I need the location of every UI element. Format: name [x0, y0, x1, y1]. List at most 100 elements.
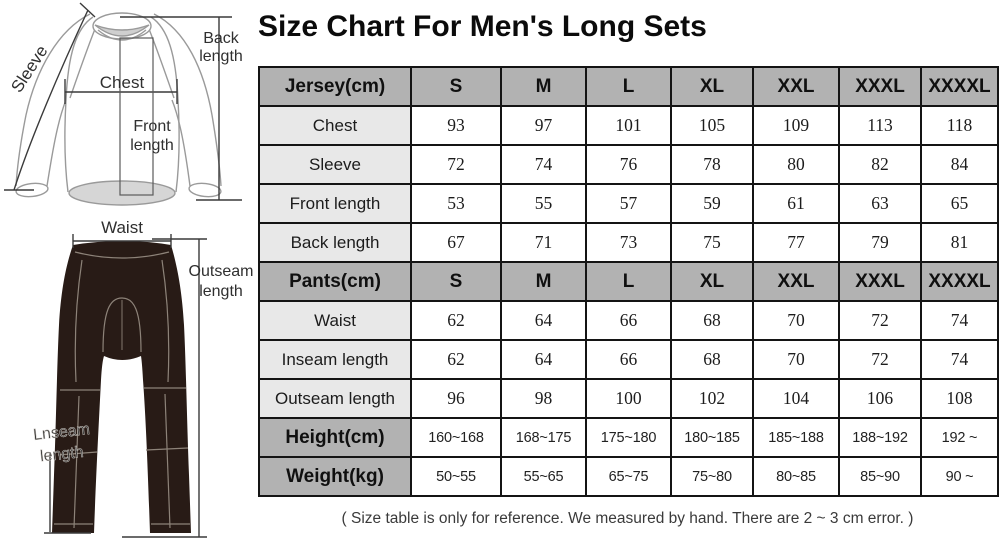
size-value-cell: 82: [838, 144, 922, 185]
section-header-label: Height(cm): [258, 417, 412, 458]
back-length-label-line2: length: [199, 48, 243, 65]
size-chart-content: Size Chart For Men's Long Sets Jersey(cm…: [258, 0, 1000, 528]
size-value-cell: 102: [670, 378, 754, 419]
size-value-cell: 65: [920, 183, 999, 224]
table-row: Inseam length 62 64 66 68 70 72 74: [258, 339, 999, 380]
size-value-cell: 66: [585, 300, 672, 341]
size-value-cell: 81: [920, 222, 999, 263]
table-row: Chest 93 97 101 105 109 113 118: [258, 105, 999, 146]
pants-measurement-lines: [44, 234, 207, 538]
size-value-cell: 76: [585, 144, 672, 185]
size-value-cell: 80: [752, 144, 840, 185]
size-value-cell: 106: [838, 378, 922, 419]
waist-label: Waist: [101, 218, 143, 237]
size-column-header: XL: [670, 66, 754, 107]
row-label: Chest: [258, 105, 412, 146]
table-row: Back length 67 71 73 75 77 79 81: [258, 222, 999, 263]
size-value-cell: 74: [920, 300, 999, 341]
jersey-outline-drawing: [15, 12, 222, 206]
size-column-header: L: [585, 66, 672, 107]
table-row: Outseam length 96 98 100 102 104 106 108: [258, 378, 999, 419]
size-value-cell: 185~188: [752, 417, 840, 458]
size-value-cell: 109: [752, 105, 840, 146]
size-value-cell: 100: [585, 378, 672, 419]
size-value-cell: 74: [500, 144, 587, 185]
size-value-cell: 118: [920, 105, 999, 146]
size-value-cell: 70: [752, 339, 840, 380]
jersey-measurement-lines: [4, 2, 242, 201]
measurement-diagram: Sleeve Back length Chest Front length Wa…: [0, 0, 258, 560]
size-value-cell: 59: [670, 183, 754, 224]
table-row: Jersey(cm) S M L XL XXL XXXL XXXXL: [258, 66, 999, 107]
section-header-label: Pants(cm): [258, 261, 412, 302]
size-value-cell: 61: [752, 183, 840, 224]
size-column-header: M: [500, 66, 587, 107]
size-value-cell: 64: [500, 339, 587, 380]
row-label: Back length: [258, 222, 412, 263]
size-value-cell: 55: [500, 183, 587, 224]
size-column-header: S: [410, 66, 502, 107]
back-length-label-line1: Back: [203, 30, 240, 47]
row-label: Waist: [258, 300, 412, 341]
table-row: Weight(kg) 50~55 55~65 65~75 75~80 80~85 85~90…: [258, 456, 999, 497]
size-value-cell: 96: [410, 378, 502, 419]
size-value-cell: 84: [920, 144, 999, 185]
apparel-measurement-illustration: Sleeve Back length Chest Front length Wa…: [4, 2, 253, 538]
size-value-cell: 75: [670, 222, 754, 263]
size-value-cell: 62: [410, 300, 502, 341]
size-table: Jersey(cm) S M L XL XXL XXXL XXXXL Chest 93 97 101 1…: [258, 66, 999, 497]
size-value-cell: 98: [500, 378, 587, 419]
front-length-measure-box: [119, 37, 154, 196]
size-value-cell: 63: [838, 183, 922, 224]
size-value-cell: 66: [585, 339, 672, 380]
size-value-cell: 75~80: [670, 456, 754, 497]
sleeve-measure-line: [13, 9, 89, 191]
size-value-cell: 85~90: [838, 456, 922, 497]
size-value-cell: 50~55: [410, 456, 502, 497]
page-title: Size Chart For Men's Long Sets: [258, 10, 707, 43]
inseam-label-line2: length: [39, 444, 84, 465]
size-value-cell: 160~168: [410, 417, 502, 458]
table-row: Pants(cm) S M L XL XXL XXXL XXXXL: [258, 261, 999, 302]
size-value-cell: 168~175: [500, 417, 587, 458]
size-value-cell: 67: [410, 222, 502, 263]
size-value-cell: 79: [838, 222, 922, 263]
table-row: Sleeve 72 74 76 78 80 82 84: [258, 144, 999, 185]
size-value-cell: 101: [585, 105, 672, 146]
size-value-cell: 55~65: [500, 456, 587, 497]
size-value-cell: 53: [410, 183, 502, 224]
size-column-header: S: [410, 261, 502, 302]
size-column-header: XL: [670, 261, 754, 302]
size-value-cell: 57: [585, 183, 672, 224]
size-value-cell: 70: [752, 300, 840, 341]
size-value-cell: 97: [500, 105, 587, 146]
table-row: Height(cm) 160~168 168~175 175~180 180~185 18…: [258, 417, 999, 458]
size-column-header: M: [500, 261, 587, 302]
size-value-cell: 71: [500, 222, 587, 263]
size-value-cell: 72: [838, 300, 922, 341]
pants-silhouette: [52, 241, 191, 533]
size-value-cell: 188~192: [838, 417, 922, 458]
chest-label: Chest: [100, 73, 145, 92]
size-column-header: XXXXL: [920, 261, 999, 302]
size-value-cell: 74: [920, 339, 999, 380]
size-value-cell: 180~185: [670, 417, 754, 458]
section-header-label: Weight(kg): [258, 456, 412, 497]
size-value-cell: 62: [410, 339, 502, 380]
size-value-cell: 72: [838, 339, 922, 380]
size-column-header: L: [585, 261, 672, 302]
size-value-cell: 77: [752, 222, 840, 263]
outseam-label-line2: length: [199, 283, 243, 300]
size-value-cell: 65~75: [585, 456, 672, 497]
size-value-cell: 80~85: [752, 456, 840, 497]
size-column-header: XXL: [752, 261, 840, 302]
footer-note: ( Size table is only for reference. We m…: [341, 510, 914, 527]
size-value-cell: 72: [410, 144, 502, 185]
front-length-label-line1: Front: [133, 118, 171, 135]
size-value-cell: 113: [838, 105, 922, 146]
size-value-cell: 105: [670, 105, 754, 146]
row-label: Outseam length: [258, 378, 412, 419]
size-value-cell: 90 ~: [920, 456, 999, 497]
size-value-cell: 104: [752, 378, 840, 419]
